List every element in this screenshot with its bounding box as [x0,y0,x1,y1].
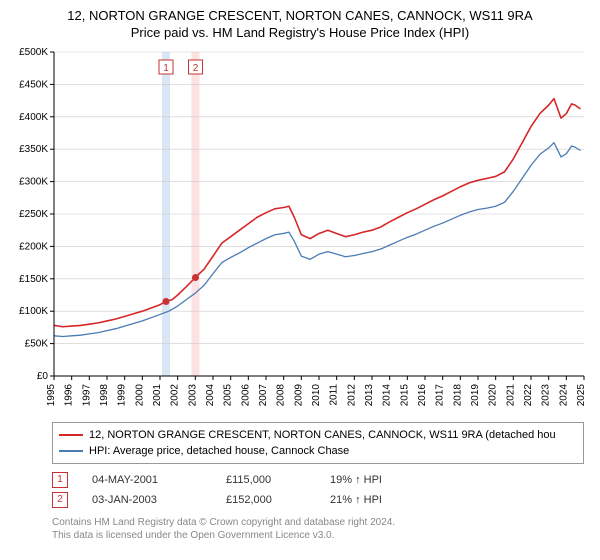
svg-text:2015: 2015 [399,384,410,407]
title-line-2: Price paid vs. HM Land Registry's House … [10,25,590,40]
legend-item-property: 12, NORTON GRANGE CRESCENT, NORTON CANES… [59,427,577,443]
svg-text:2020: 2020 [488,384,499,407]
sale-hpi: 19% ↑ HPI [330,474,410,486]
legend-item-hpi: HPI: Average price, detached house, Cann… [59,443,577,459]
svg-text:£400K: £400K [19,112,48,123]
sale-price: £115,000 [226,474,306,486]
svg-text:£500K: £500K [19,47,48,58]
svg-text:2005: 2005 [223,384,234,407]
svg-text:2004: 2004 [205,384,216,407]
svg-text:£450K: £450K [19,79,48,90]
svg-text:2023: 2023 [541,384,552,407]
svg-text:1999: 1999 [117,384,128,407]
svg-text:£0: £0 [37,371,49,382]
title-line-1: 12, NORTON GRANGE CRESCENT, NORTON CANES… [10,8,590,23]
svg-text:2013: 2013 [364,384,375,407]
svg-text:1998: 1998 [99,384,110,407]
svg-text:2019: 2019 [470,384,481,407]
sale-date: 04-MAY-2001 [92,474,202,486]
svg-text:2021: 2021 [505,384,516,407]
svg-text:1995: 1995 [46,384,57,407]
attribution-line-1: Contains HM Land Registry data © Crown c… [52,516,584,529]
svg-text:1: 1 [163,63,169,74]
plot-area: £0 £50K £100K £150K £200K £250K £300K £350K £400… [10,46,590,414]
svg-text:2000: 2000 [134,384,145,407]
svg-text:£150K: £150K [19,274,48,285]
sale-date: 03-JAN-2003 [92,494,202,506]
svg-text:2011: 2011 [329,384,340,406]
attribution: Contains HM Land Registry data © Crown c… [52,516,584,542]
sale-marker-icon: 1 [52,472,68,488]
svg-text:2006: 2006 [240,384,251,407]
legend: 12, NORTON GRANGE CRESCENT, NORTON CANES… [52,422,584,464]
svg-text:£350K: £350K [19,144,48,155]
svg-text:£250K: £250K [19,209,48,220]
legend-line-property [59,434,83,436]
svg-text:2014: 2014 [382,384,393,407]
svg-text:2010: 2010 [311,384,322,407]
svg-text:2007: 2007 [258,384,269,407]
svg-text:£100K: £100K [19,306,48,317]
svg-text:2008: 2008 [276,384,287,407]
svg-text:2003: 2003 [187,384,198,407]
sale-marker-icon: 2 [52,492,68,508]
sales-row: 2 03-JAN-2003 £152,000 21% ↑ HPI [52,490,584,510]
svg-text:2022: 2022 [523,384,534,407]
svg-text:1996: 1996 [64,384,75,407]
svg-text:1997: 1997 [81,384,92,407]
line-chart-svg: £0 £50K £100K £150K £200K £250K £300K £350K £400… [10,46,590,414]
svg-text:2002: 2002 [170,384,181,407]
sale-hpi: 21% ↑ HPI [330,494,410,506]
svg-text:£200K: £200K [19,241,48,252]
svg-text:2024: 2024 [558,384,569,407]
legend-label-hpi: HPI: Average price, detached house, Cann… [89,445,349,457]
svg-text:2: 2 [193,63,199,74]
svg-text:2018: 2018 [452,384,463,407]
sale-price: £152,000 [226,494,306,506]
svg-text:2012: 2012 [346,384,357,407]
svg-text:2001: 2001 [152,384,163,407]
svg-text:£50K: £50K [25,339,49,350]
legend-line-hpi [59,450,83,452]
sales-row: 1 04-MAY-2001 £115,000 19% ↑ HPI [52,470,584,490]
svg-text:2017: 2017 [435,384,446,407]
attribution-line-2: This data is licensed under the Open Gov… [52,529,584,542]
svg-text:£300K: £300K [19,177,48,188]
chart-container: 12, NORTON GRANGE CRESCENT, NORTON CANES… [0,0,600,548]
svg-text:2025: 2025 [576,384,587,407]
legend-label-property: 12, NORTON GRANGE CRESCENT, NORTON CANES… [89,429,556,441]
svg-text:2016: 2016 [417,384,428,407]
sales-table: 1 04-MAY-2001 £115,000 19% ↑ HPI 2 03-JA… [52,470,584,510]
svg-text:2009: 2009 [293,384,304,407]
